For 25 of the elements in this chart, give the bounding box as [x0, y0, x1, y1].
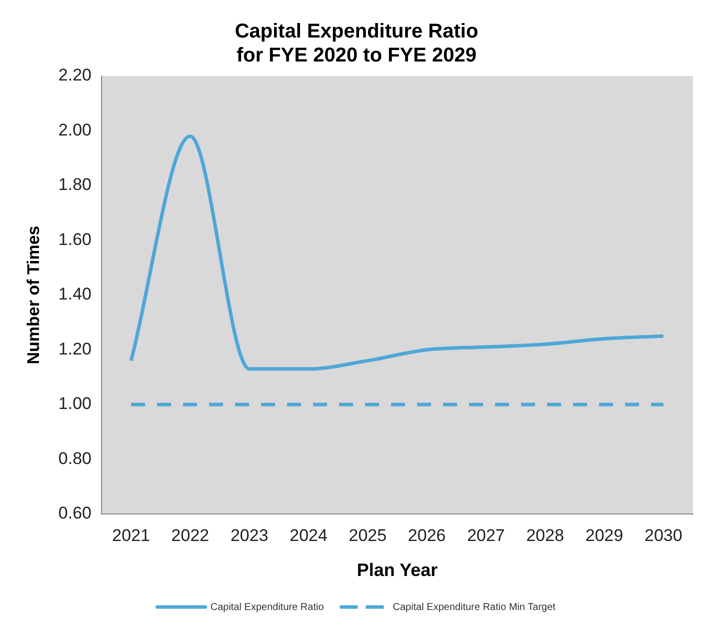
x-tick-label: 2029: [585, 526, 624, 545]
x-tick-label: 2021: [112, 526, 150, 545]
chart-title: Capital Expenditure Ratio for FYE 2020 to FYE 2029: [234, 20, 478, 67]
y-tick-label: 0.60: [58, 504, 92, 523]
x-tick-label: 2022: [171, 526, 210, 545]
y-tick-label: 1.20: [58, 339, 92, 358]
x-tick-label: 2028: [526, 526, 564, 545]
line-series: [129, 134, 666, 371]
x-axis-title: Plan Year: [356, 560, 438, 580]
y-tick-label: 1.00: [58, 394, 92, 414]
y-tick-label: 2.00: [58, 120, 92, 140]
x-tick-label: 2026: [408, 526, 446, 545]
legend-label: Capital Expenditure Ratio: [210, 602, 324, 613]
x-tick-label: 2025: [348, 526, 387, 545]
y-tick-label: 1.80: [58, 175, 92, 194]
x-tick-label: 2027: [467, 526, 505, 545]
y-tick-label: 2.20: [58, 66, 92, 85]
legend-label: Capital Expenditure Ratio Min Target: [392, 602, 556, 613]
x-tick-label: 2023: [230, 526, 268, 545]
x-tick-label: 2024: [290, 526, 328, 545]
y-tick-label: 1.40: [58, 284, 92, 304]
y-tick-label: 0.80: [58, 448, 92, 468]
x-tick-label: 2030: [644, 526, 682, 545]
y-tick-label: 1.60: [58, 230, 92, 249]
y-axis-title: Number of Times: [24, 226, 43, 364]
